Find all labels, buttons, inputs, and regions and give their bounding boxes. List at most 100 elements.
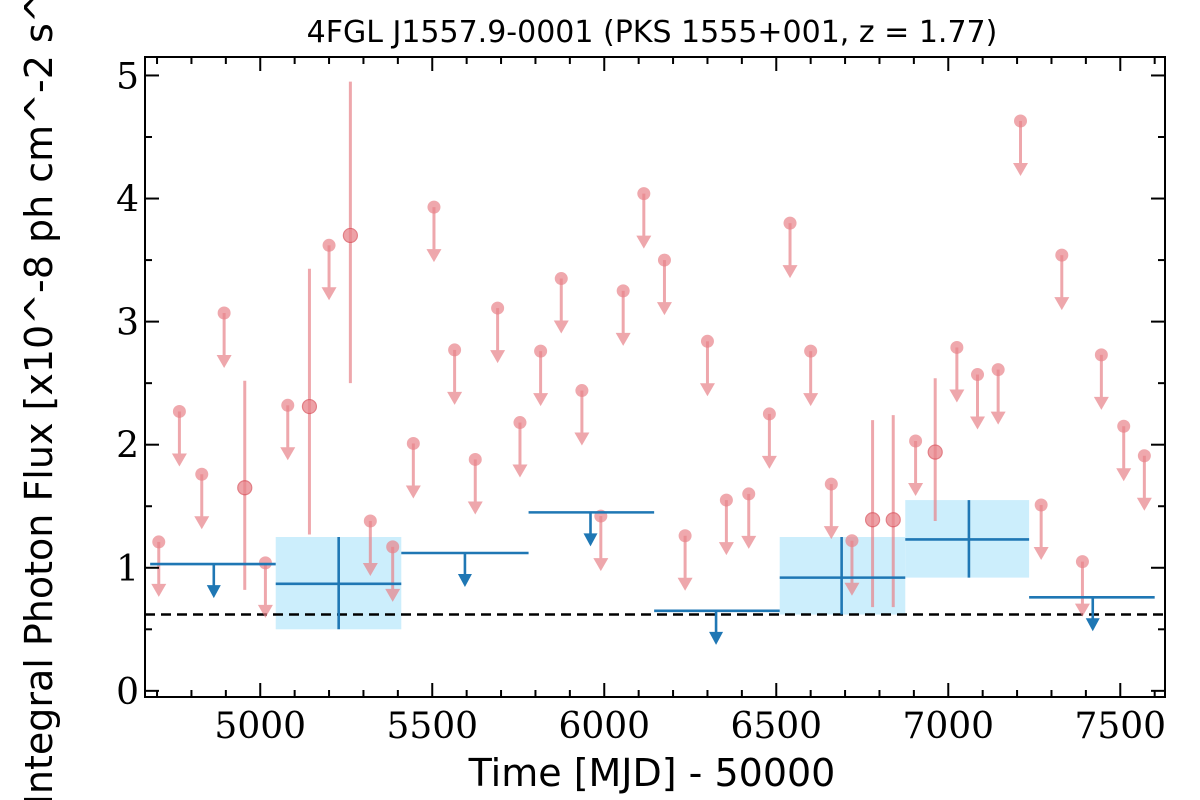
x-axis-label: Time [MJD] - 50000	[468, 751, 836, 795]
arrow-head	[677, 577, 693, 591]
upper-limit-point	[719, 493, 733, 507]
upper-limit-arrow	[447, 349, 463, 405]
arrow-head	[1013, 163, 1029, 176]
upper-limit-point	[534, 344, 548, 358]
arrow-head	[385, 588, 401, 602]
upper-limit-point	[1055, 248, 1069, 262]
y-axis-label: Integral Photon Flux [x10^-8 ph cm^-2 s^…	[17, 0, 61, 800]
upper-limit-point	[1117, 419, 1131, 433]
data-point	[237, 480, 253, 496]
arrow-head	[533, 393, 549, 407]
upper-limit-point	[406, 436, 420, 450]
upper-limit-arrow	[1093, 354, 1109, 410]
upper-limit-arrow	[970, 374, 986, 430]
upper-limit-point	[783, 216, 797, 230]
upper-limit-arrow	[741, 493, 757, 549]
upper-limit-arrow	[677, 535, 693, 591]
arrow-head	[467, 501, 483, 515]
arrow-head	[1136, 497, 1152, 511]
upper-limit-arrow	[533, 351, 549, 407]
upper-limit-point	[700, 334, 714, 348]
upper-limit-point	[217, 306, 231, 320]
x-tick-label: 6500	[730, 706, 822, 747]
upper-limit-point	[762, 407, 776, 421]
arrow-head	[426, 249, 442, 263]
arrow-head	[782, 265, 798, 279]
arrow-head	[636, 235, 652, 249]
arrow-head	[151, 583, 167, 597]
bin-upper-limit-arrow	[583, 512, 598, 547]
upper-limit-point	[824, 477, 838, 491]
upper-limit-arrow	[512, 422, 528, 478]
arrow-head	[1085, 618, 1100, 632]
upper-limit-arrow	[467, 459, 483, 515]
y-tick-label: 0	[116, 672, 139, 713]
arrow-head	[908, 483, 924, 496]
upper-limit-point	[637, 187, 651, 201]
upper-limit-arrow	[803, 351, 819, 407]
upper-limit-point	[950, 340, 964, 354]
arrow-head	[803, 393, 819, 407]
plot-frame	[144, 56, 1166, 698]
upper-limit-arrow	[1033, 505, 1049, 560]
upper-limit-point	[1034, 498, 1048, 512]
data-point	[864, 512, 881, 528]
arrow-head	[949, 389, 965, 403]
upper-limit-arrow	[718, 500, 734, 556]
arrow-head	[405, 485, 421, 499]
upper-limit-point	[991, 363, 1005, 377]
upper-limit-point	[804, 344, 818, 358]
x-tick-label: 5000	[214, 706, 306, 747]
upper-limit-arrow	[426, 207, 442, 263]
arrow-head	[1116, 468, 1132, 482]
plot-area: 5000 5500 6000 6500 7000 7500 0 1 2 3 4 5	[116, 56, 1166, 747]
upper-limit-arrow	[362, 521, 378, 576]
upper-limit-point	[971, 368, 985, 382]
x-tick-label: 7500	[1074, 706, 1166, 747]
arrow-head	[194, 516, 210, 530]
upper-limit-arrow	[194, 474, 210, 530]
arrow-head	[257, 604, 273, 618]
upper-limit-point	[491, 301, 505, 315]
upper-limit-arrow	[490, 308, 506, 364]
upper-limit-point	[678, 529, 692, 543]
upper-limit-arrow	[949, 347, 965, 403]
upper-limit-arrow	[782, 223, 798, 279]
arrow-head	[490, 350, 506, 364]
upper-limit-arrow	[405, 443, 421, 499]
upper-limit-arrow	[1054, 255, 1070, 311]
arrow-head	[970, 416, 986, 430]
upper-limit-point	[195, 467, 209, 481]
upper-limit-arrow	[216, 313, 232, 368]
arrow-head	[457, 574, 472, 587]
upper-limit-point	[427, 200, 441, 214]
chart-title: 4FGL J1557.9-0001 (PKS 1555+001, z = 1.7…	[307, 15, 998, 50]
arrow-head	[1074, 603, 1090, 617]
upper-limit-point	[616, 284, 630, 298]
data-point	[301, 398, 318, 415]
arrow-head	[321, 287, 337, 301]
upper-limit-arrow	[990, 369, 1006, 425]
upper-limit-arrow	[615, 290, 631, 346]
arrow-head	[512, 464, 528, 478]
arrow-head	[574, 432, 590, 446]
upper-limit-arrow	[574, 390, 590, 446]
arrow-head	[699, 383, 715, 397]
upper-limit-arrow	[593, 516, 609, 572]
arrow-head	[1093, 396, 1109, 410]
upper-limit-point	[172, 404, 186, 418]
upper-limit-point	[909, 434, 923, 448]
arrow-head	[709, 631, 724, 645]
arrow-head	[1054, 297, 1070, 311]
y-tick-label: 4	[116, 180, 139, 221]
data-point	[927, 444, 943, 460]
upper-limit-point	[468, 452, 482, 466]
upper-limit-point	[281, 398, 295, 412]
arrow-head	[362, 563, 378, 576]
data-point	[342, 227, 358, 244]
upper-limit-arrow	[1013, 121, 1029, 176]
arrow-head	[216, 355, 232, 368]
upper-limit-point	[386, 540, 400, 554]
y-tick-label: 2	[116, 426, 139, 467]
upper-limit-arrow	[656, 260, 672, 316]
